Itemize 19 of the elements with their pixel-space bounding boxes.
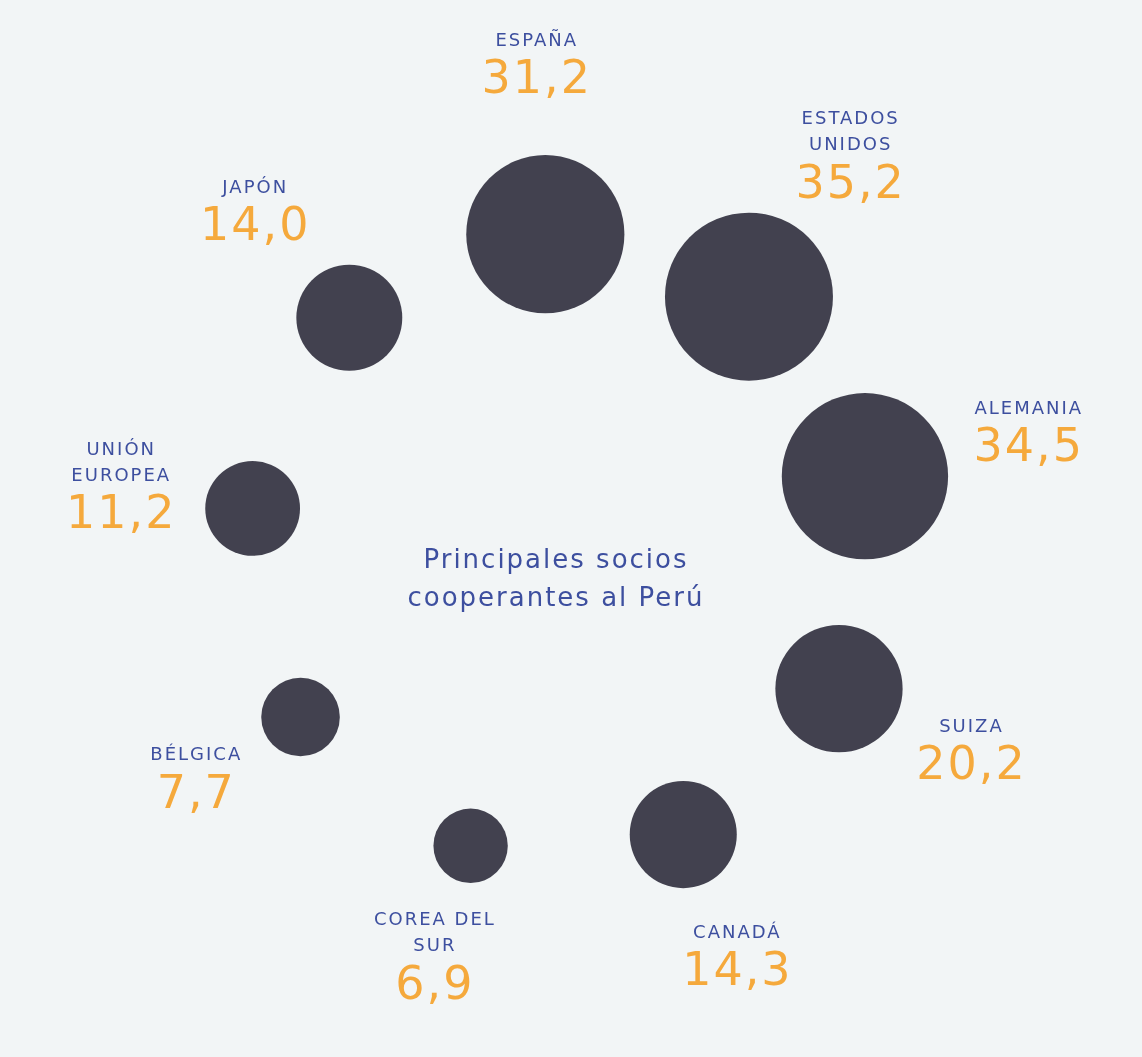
category-label: CANADÁ [693, 920, 782, 942]
category-label: COREA DEL SUR [373, 908, 496, 956]
data-label: 11,2 [66, 485, 177, 540]
data-label: 20,2 [916, 736, 1027, 791]
text: Principales socios cooperantes al Perú [406, 543, 706, 614]
data-label: 7,7 [156, 764, 236, 819]
category-label: SUIZA [939, 714, 1004, 736]
data-label: 14,0 [200, 196, 311, 251]
data-label: 35,2 [795, 154, 906, 209]
category-label: JAPÓN [221, 175, 289, 197]
category-label: ALEMANIA [974, 397, 1084, 419]
category-label: UNIÓN EUROPEA [71, 437, 172, 485]
data-label: 31,2 [481, 50, 592, 105]
category-label: ESTADOS UNIDOS [801, 107, 900, 155]
data-label: 6,9 [395, 955, 475, 1010]
data-label: 34,5 [973, 418, 1085, 473]
category-label: BÉLGICA [150, 743, 243, 765]
category-label: ESPAÑA [495, 28, 579, 50]
data-label: 14,3 [682, 942, 793, 997]
